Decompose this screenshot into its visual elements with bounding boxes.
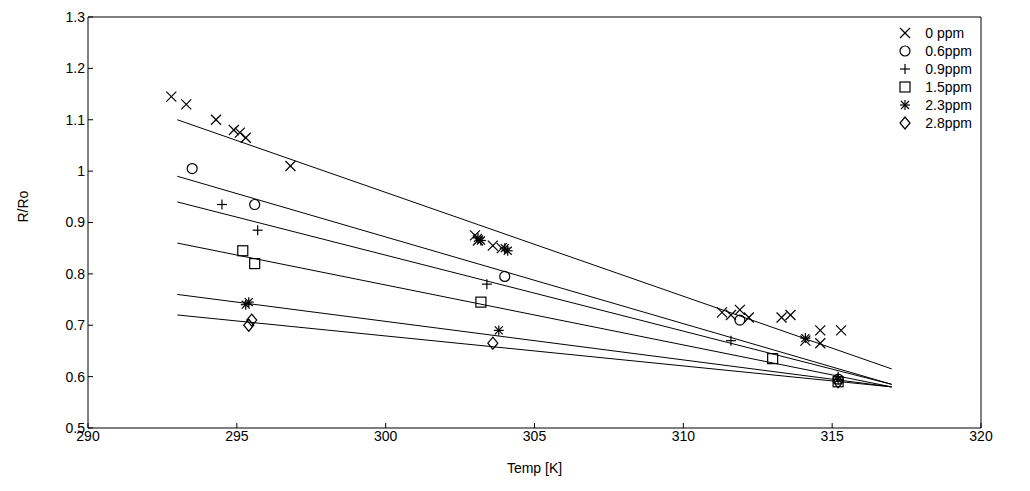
svg-text:Temp [K]: Temp [K] <box>507 460 562 476</box>
svg-text:290: 290 <box>76 427 100 444</box>
svg-text:0.6: 0.6 <box>66 369 86 385</box>
svg-text:315: 315 <box>820 428 844 444</box>
svg-text:0.9: 0.9 <box>66 214 86 230</box>
svg-text:310: 310 <box>672 428 696 444</box>
svg-text:1: 1 <box>77 163 85 179</box>
svg-text:0.8: 0.8 <box>66 266 86 282</box>
svg-text:300: 300 <box>374 428 398 444</box>
html-text:0.6ppm: 0.6ppm <box>925 43 972 59</box>
html-text:2.3ppm: 2.3ppm <box>925 97 972 113</box>
html-text:1.5ppm: 1.5ppm <box>925 79 972 95</box>
html-text:0 ppm: 0 ppm <box>925 25 965 41</box>
svg-text:295: 295 <box>225 428 249 444</box>
html-text:2.8ppm: 2.8ppm <box>925 115 972 131</box>
svg-text:0.5: 0.5 <box>66 420 86 436</box>
svg-text:1.2: 1.2 <box>66 60 86 76</box>
svg-text:0.7: 0.7 <box>66 317 86 333</box>
svg-text:305: 305 <box>523 428 547 444</box>
html-text:0.9ppm: 0.9ppm <box>925 61 972 77</box>
svg-text:1.3: 1.3 <box>66 9 86 25</box>
svg-text:320: 320 <box>969 428 993 444</box>
svg-text:1.1: 1.1 <box>66 112 86 128</box>
svg-text:R/Ro: R/Ro <box>15 190 31 222</box>
